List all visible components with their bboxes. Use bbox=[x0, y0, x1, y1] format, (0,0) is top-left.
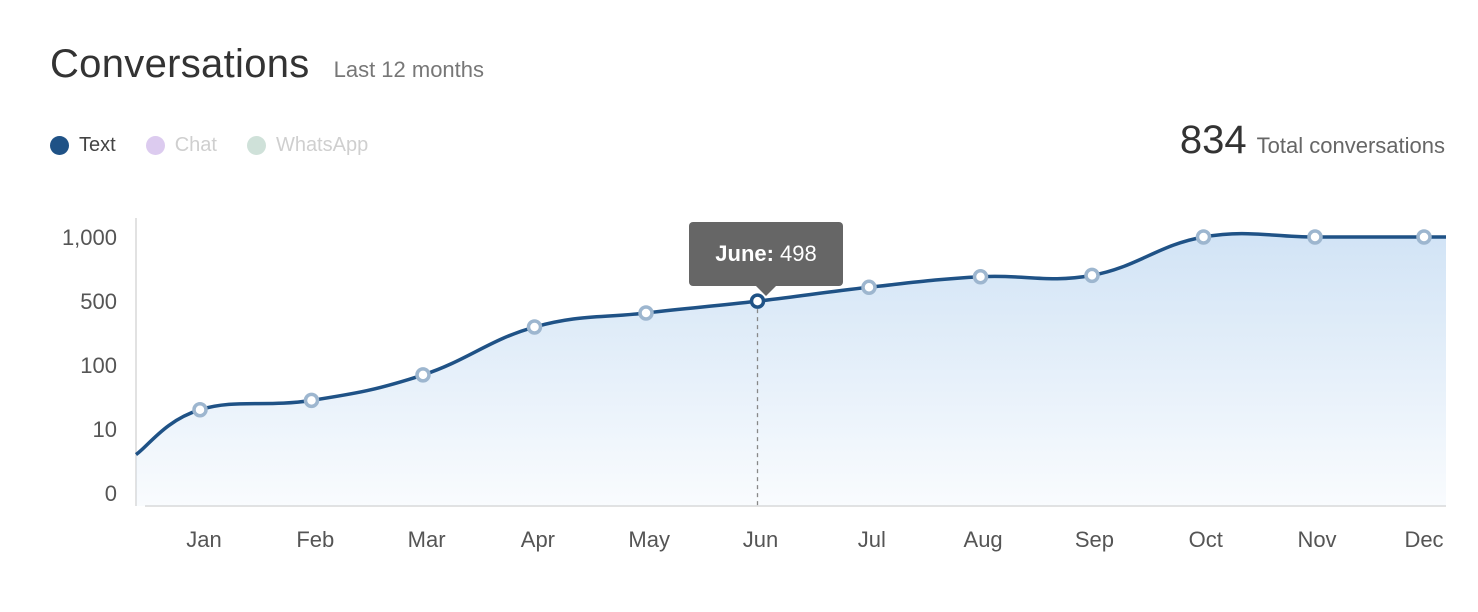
legend-swatch-chat bbox=[145, 136, 165, 155]
chart-title: Conversations bbox=[50, 42, 310, 86]
data-point[interactable] bbox=[638, 305, 654, 321]
total-conversations: 834 Total conversations bbox=[1180, 118, 1445, 163]
x-tick-label: Nov bbox=[1297, 527, 1336, 552]
legend-label-text: Text bbox=[79, 134, 116, 156]
y-tick-label: 500 bbox=[80, 289, 117, 314]
data-point[interactable] bbox=[1416, 229, 1432, 245]
data-point[interactable] bbox=[303, 392, 320, 409]
x-tick-label: Mar bbox=[408, 527, 446, 552]
data-point[interactable] bbox=[972, 269, 989, 285]
legend-label-chat: Chat bbox=[174, 134, 217, 156]
legend-label-whatsapp: WhatsApp bbox=[275, 134, 369, 156]
series-area bbox=[136, 233, 1446, 506]
x-tick-label: Jun bbox=[743, 527, 778, 552]
legend-swatch-whatsapp bbox=[246, 136, 266, 155]
data-point[interactable] bbox=[861, 279, 877, 296]
x-tick-label: Sep bbox=[1075, 527, 1114, 552]
tooltip: June: 498 bbox=[689, 222, 843, 296]
chart-subtitle: Last 12 months bbox=[333, 57, 485, 82]
tooltip-value: 498 bbox=[779, 241, 817, 266]
y-tick-label: 1,000 bbox=[62, 225, 117, 250]
x-tick-label: Dec bbox=[1404, 527, 1443, 552]
data-point[interactable] bbox=[1195, 229, 1212, 245]
y-tick-label: 100 bbox=[80, 353, 117, 378]
x-tick-label: Apr bbox=[521, 527, 555, 552]
x-tick-label: May bbox=[628, 527, 670, 552]
total-value: 834 bbox=[1179, 118, 1247, 162]
y-tick-label: 10 bbox=[93, 417, 117, 442]
legend-item-chat[interactable]: Chat bbox=[145, 134, 217, 157]
data-point[interactable] bbox=[192, 401, 208, 418]
x-tick-label: Oct bbox=[1189, 527, 1223, 552]
legend-item-whatsapp[interactable]: WhatsApp bbox=[246, 134, 369, 157]
y-tick-label: 0 bbox=[105, 481, 117, 506]
x-tick-label: Jan bbox=[186, 527, 221, 552]
legend-swatch-text bbox=[50, 136, 69, 155]
data-point[interactable] bbox=[749, 293, 766, 309]
data-point[interactable] bbox=[526, 319, 543, 335]
x-tick-label: Aug bbox=[964, 527, 1003, 552]
total-label: Total conversations bbox=[1256, 133, 1445, 158]
data-point[interactable] bbox=[415, 367, 431, 383]
tooltip-key: June: bbox=[715, 241, 774, 266]
legend: Text Chat WhatsApp bbox=[50, 134, 398, 157]
x-tick-label: Feb bbox=[296, 527, 334, 552]
legend-item-text[interactable]: Text bbox=[50, 134, 116, 157]
x-tick-label: Jul bbox=[858, 527, 886, 552]
chart-header: Conversations Last 12 months bbox=[50, 42, 484, 87]
data-point[interactable] bbox=[1307, 229, 1323, 245]
data-point[interactable] bbox=[1084, 267, 1100, 284]
series-line bbox=[134, 231, 1446, 457]
